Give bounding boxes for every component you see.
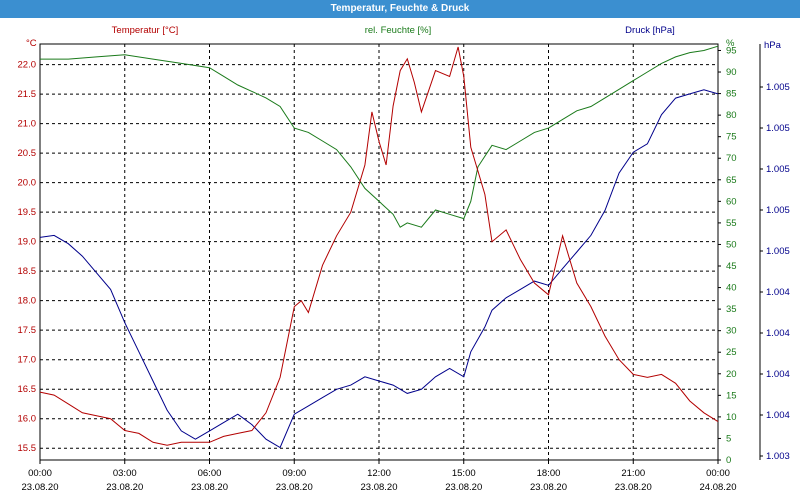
humidity-tick-label: 30 — [726, 326, 737, 337]
x-tick-label-time: 06:00 — [198, 468, 222, 479]
temperature-series-line — [39, 46, 719, 446]
left-axis-tick-label: 17.0 — [18, 355, 37, 366]
humidity-tick-label: 60 — [726, 196, 737, 207]
left-axis-tick-label: 15.5 — [18, 443, 37, 454]
humidity-tick-label: 40 — [726, 283, 737, 294]
x-tick-label-date: 23.08.20 — [445, 482, 482, 493]
x-tick-label-time: 12:00 — [367, 468, 391, 479]
pressure-tick-label: 1.005 — [766, 205, 790, 216]
humidity-tick-label: 10 — [726, 412, 737, 423]
pressure-tick-label: 1.004 — [766, 410, 790, 421]
x-tick-label-time: 09:00 — [282, 468, 306, 479]
x-tick-label-date: 23.08.20 — [530, 482, 567, 493]
left-axis-tick-label: 18.5 — [18, 266, 37, 277]
legend-temperature: Temperatur [°C] — [112, 25, 179, 36]
left-axis-unit: °C — [26, 38, 37, 49]
x-tick-label-time: 21:00 — [621, 468, 645, 479]
x-tick-label-date: 23.08.20 — [106, 482, 143, 493]
left-axis-tick-label: 22.0 — [18, 60, 37, 71]
humidity-tick-label: 55 — [726, 218, 737, 229]
humidity-tick-label: 5 — [726, 433, 731, 444]
humidity-tick-label: 75 — [726, 132, 737, 143]
humidity-tick-label: 85 — [726, 89, 737, 100]
x-tick-label-date: 23.08.20 — [276, 482, 313, 493]
pressure-series-line — [39, 89, 719, 449]
humidity-tick-label: 50 — [726, 239, 737, 250]
left-axis-tick-label: 17.5 — [18, 325, 37, 336]
left-axis-tick-label: 16.0 — [18, 414, 37, 425]
humidity-tick-label: 20 — [726, 369, 737, 380]
left-axis-tick-label: 18.0 — [18, 296, 37, 307]
window-title: Temperatur, Feuchte & Druck — [0, 0, 800, 18]
humidity-tick-label: 95 — [726, 45, 737, 56]
left-axis-tick-label: 19.5 — [18, 207, 37, 218]
pressure-tick-label: 1.004 — [766, 328, 790, 339]
x-tick-label-time: 00:00 — [706, 468, 730, 479]
left-axis-tick-label: 20.5 — [18, 148, 37, 159]
pressure-tick-label: 1.003 — [766, 451, 790, 462]
humidity-tick-label: 0 — [726, 455, 731, 466]
humidity-tick-label: 25 — [726, 347, 737, 358]
pressure-tick-label: 1.004 — [766, 369, 790, 380]
humidity-series-line — [40, 45, 719, 228]
humidity-tick-label: 80 — [726, 110, 737, 121]
humidity-tick-label: 35 — [726, 304, 737, 315]
left-axis-tick-label: 21.5 — [18, 89, 37, 100]
left-axis-tick-label: 19.0 — [18, 237, 37, 248]
pressure-tick-label: 1.005 — [766, 123, 790, 134]
pressure-tick-label: 1.005 — [766, 246, 790, 257]
pressure-tick-label: 1.005 — [766, 164, 790, 175]
pressure-axis-unit: hPa — [764, 40, 782, 51]
left-axis-tick-label: 21.0 — [18, 119, 37, 130]
legend-pressure: Druck [hPa] — [625, 25, 675, 36]
humidity-tick-label: 45 — [726, 261, 737, 272]
left-axis-tick-label: 20.0 — [18, 178, 37, 189]
x-tick-label-time: 15:00 — [452, 468, 476, 479]
humidity-tick-label: 90 — [726, 67, 737, 78]
x-tick-label-date: 23.08.20 — [361, 482, 398, 493]
humidity-tick-label: 65 — [726, 175, 737, 186]
x-tick-label-date: 24.08.20 — [700, 482, 737, 493]
humidity-axis-unit: % — [726, 38, 735, 49]
humidity-tick-label: 15 — [726, 390, 737, 401]
x-tick-label-time: 18:00 — [537, 468, 561, 479]
x-tick-label-date: 23.08.20 — [191, 482, 228, 493]
x-tick-label-time: 03:00 — [113, 468, 137, 479]
x-tick-label-date: 23.08.20 — [615, 482, 652, 493]
x-tick-label-date: 23.08.20 — [22, 482, 59, 493]
legend-humidity: rel. Feuchte [%] — [365, 25, 432, 36]
pressure-tick-label: 1.005 — [766, 82, 790, 93]
chart: 00:00 23.08.20 03:00 23.08.20 06:00 23.08.20 0… — [18, 25, 790, 493]
left-axis-tick-label: 16.5 — [18, 384, 37, 395]
x-tick-label-time: 00:00 — [28, 468, 52, 479]
humidity-tick-label: 70 — [726, 153, 737, 164]
pressure-tick-label: 1.004 — [766, 287, 790, 298]
